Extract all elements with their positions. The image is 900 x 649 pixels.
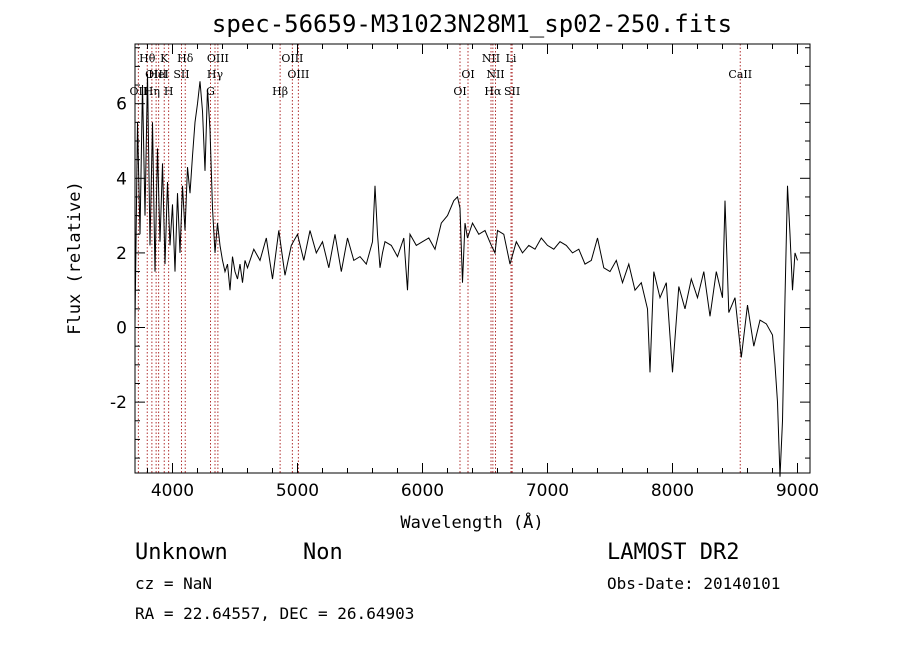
- x-tick-label-3: 7000: [526, 481, 569, 501]
- line-label-8: Hδ: [177, 52, 194, 65]
- line-label-11: G: [206, 85, 215, 98]
- x-tick-label-4: 8000: [651, 481, 694, 501]
- line-label-5: HeI: [148, 68, 168, 81]
- x-axis-label: Wavelength (Å): [400, 511, 543, 533]
- x-tick-label-5: 9000: [776, 481, 819, 501]
- obs-date: Obs-Date: 20140101: [607, 574, 780, 593]
- coordinates: RA = 22.64557, DEC = 26.64903: [135, 604, 414, 623]
- series-line-0: [134, 73, 798, 477]
- line-label-17: NII: [482, 52, 500, 65]
- redshift-cz: cz = NaN: [135, 574, 212, 593]
- line-label-20: SII: [504, 85, 520, 98]
- survey-name: LAMOST DR2: [607, 540, 739, 565]
- spectral-line-markers: [137, 44, 741, 473]
- line-label-13: OIII: [287, 68, 309, 81]
- x-tick-label-2: 6000: [401, 481, 444, 501]
- line-label-19: Hα: [484, 85, 502, 98]
- line-label-16: OI: [453, 85, 466, 98]
- y-tick-label-3: 4: [116, 169, 127, 189]
- line-label-1: Hθ: [139, 52, 156, 65]
- line-label-7: SII: [173, 68, 189, 81]
- line-label-9: OIII: [207, 52, 229, 65]
- line-label-6: H: [164, 85, 174, 98]
- line-label-12: OIII: [281, 52, 303, 65]
- y-tick-label-4: 6: [116, 95, 127, 115]
- y-tick-label-0: -2: [110, 393, 127, 413]
- chart-title: spec-56659-M31023N28M1_sp02-250.fits: [212, 10, 732, 38]
- line-label-14: Hβ: [272, 85, 288, 98]
- y-axis-ticks: -2 0 2 4 6: [110, 47, 810, 459]
- x-tick-label-1: 5000: [276, 481, 319, 501]
- y-axis-label: Flux (relative): [65, 181, 85, 335]
- line-label-2: OIII: [145, 68, 167, 81]
- object-class: Unknown: [135, 540, 228, 565]
- x-axis-ticks: 4000 5000 6000 7000 8000 9000: [147, 44, 819, 501]
- line-label-15: OI: [461, 68, 474, 81]
- line-label-4: K: [160, 52, 169, 65]
- line-label-22: CaII: [728, 68, 752, 81]
- line-label-3: Hη: [144, 85, 160, 98]
- flux-series: [134, 73, 798, 477]
- line-label-21: Li: [506, 52, 517, 65]
- x-tick-label-0: 4000: [151, 481, 194, 501]
- line-label-18: NII: [486, 68, 504, 81]
- plot-frame: [134, 43, 811, 474]
- y-tick-label-1: 0: [116, 319, 127, 339]
- object-subclass: Non: [303, 540, 343, 565]
- line-label-10: Hγ: [207, 68, 224, 81]
- y-tick-label-2: 2: [116, 244, 127, 264]
